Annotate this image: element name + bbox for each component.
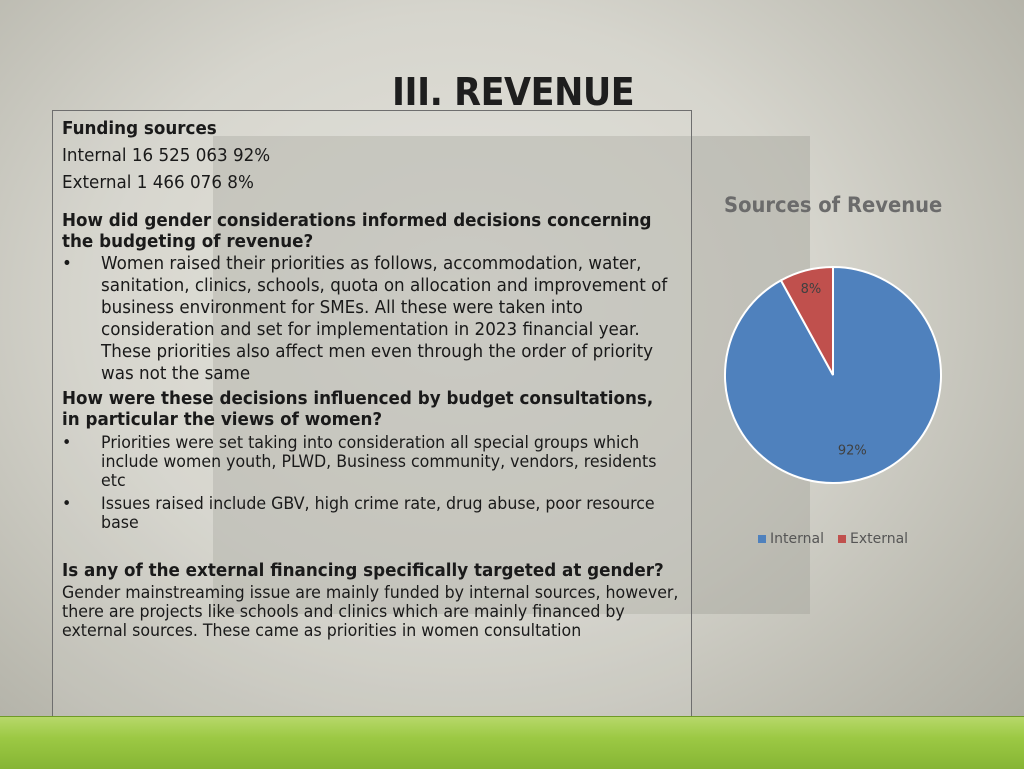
bullet-dot: •: [62, 253, 72, 274]
legend-swatch-external: [837, 535, 846, 543]
funding-external: External 1 466 076 8%: [62, 172, 254, 193]
answer-3: Gender mainstreaming issue are mainly fu…: [62, 583, 679, 641]
answer-2-bullet-1-text: Priorities were set taking into consider…: [101, 433, 657, 491]
legend-item-external: External: [837, 531, 909, 547]
bottom-accent-bar: [0, 716, 1024, 769]
background-panel: [213, 136, 810, 614]
answer-1-text: Women raised their priorities as follows…: [101, 253, 668, 384]
funding-heading: Funding sources: [62, 118, 217, 139]
question-3: Is any of the external financing specifi…: [62, 560, 664, 581]
bullet-dot: •: [62, 433, 72, 453]
pie-label-internal: 92%: [838, 443, 867, 458]
legend-label-internal: Internal: [770, 531, 824, 547]
answer-2-bullet-1: • Priorities were set taking into consid…: [62, 434, 676, 491]
legend-label-external: External: [849, 531, 909, 547]
pie-label-external: 8%: [801, 282, 822, 297]
legend-item-internal: Internal: [758, 531, 824, 547]
chart-legend: Internal External: [758, 531, 908, 547]
revenue-pie-chart: 92% 8%: [724, 265, 942, 484]
pie-slice-external: [779, 265, 834, 376]
funding-internal: Internal 16 525 063 92%: [62, 145, 271, 166]
bullet-dot: •: [62, 494, 72, 514]
content-text-box[interactable]: Funding sources Internal 16 525 063 92% …: [52, 110, 692, 732]
answer-1-bullet: • Women raised their priorities as follo…: [62, 253, 676, 385]
question-1: How did gender considerations informed d…: [62, 210, 652, 252]
chart-title: Sources of Revenue: [724, 193, 943, 217]
answer-2-bullet-2-text: Issues raised include GBV, high crime ra…: [101, 494, 655, 533]
slide-title: III. REVENUE: [392, 70, 635, 114]
question-2: How were these decisions influenced by b…: [62, 388, 654, 430]
answer-2-bullet-2: • Issues raised include GBV, high crime …: [62, 495, 676, 533]
legend-swatch-internal: [758, 535, 766, 543]
